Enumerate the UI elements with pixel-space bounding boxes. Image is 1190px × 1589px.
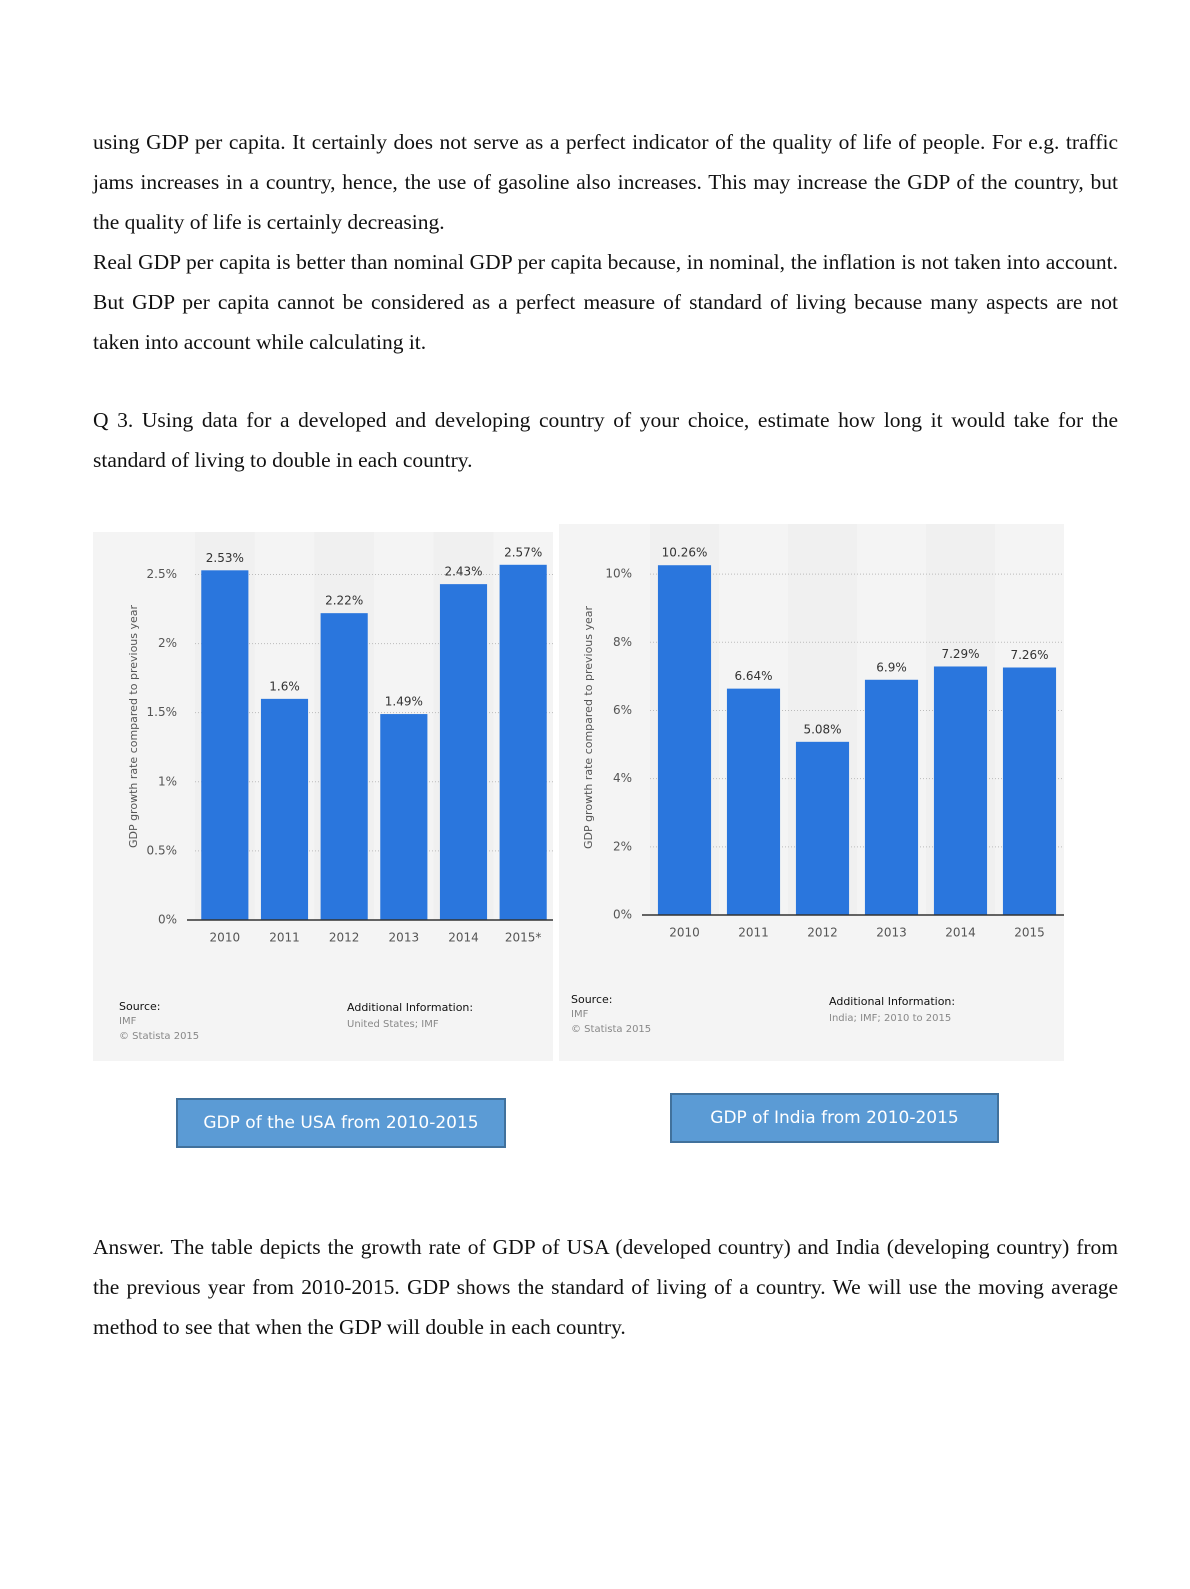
bar: [380, 714, 428, 920]
bar: [933, 666, 988, 915]
value-label: 5.08%: [803, 722, 841, 736]
x-tick-label: 2015*: [505, 931, 542, 945]
chart: 0% 0.5% 1% 1.5% 2% 2.5% GDP growth rate compar…: [93, 532, 553, 1061]
y-tick-label: 1%: [158, 774, 177, 788]
y-tick-label: 2%: [158, 636, 177, 650]
x-tick-label: 2011: [738, 926, 769, 940]
paragraph: using GDP per capita. It certainly does …: [93, 130, 1118, 234]
x-tick-label: 2013: [876, 926, 907, 940]
x-tick-label: 2012: [329, 931, 360, 945]
y-tick-label: 2%: [613, 839, 632, 853]
caption: GDP of India from 2010-2015: [670, 1093, 999, 1143]
value-label: 7.29%: [941, 647, 979, 661]
value-label: 6.64%: [734, 669, 772, 683]
y-tick-label: 0%: [613, 908, 632, 922]
value-label: 2.57%: [504, 545, 542, 559]
chart: 0% 2% 4% 6% 8% 10% GDP growth rate compared to…: [559, 524, 1064, 1061]
copyright: © Statista 2015: [119, 1031, 199, 1042]
y-tick-label: 0%: [158, 913, 177, 927]
paragraph: Real GDP per capita is better than nomin…: [93, 250, 1118, 354]
source-label: Source:: [571, 993, 613, 1006]
value-label: 2.22%: [325, 594, 363, 608]
bar: [1002, 667, 1057, 915]
additional-info-label: Additional Information:: [829, 995, 955, 1008]
y-tick-label: 2.5%: [147, 567, 178, 581]
x-tick-label: 2014: [945, 926, 976, 940]
value-label: 1.49%: [385, 695, 423, 709]
bar: [439, 584, 488, 920]
y-tick-label: 1.5%: [147, 705, 178, 719]
source: IMF: [119, 1016, 137, 1027]
source-label: Source:: [119, 1000, 161, 1013]
copyright: © Statista 2015: [571, 1024, 651, 1035]
additional-info-label: Additional Information:: [347, 1001, 473, 1014]
caption: GDP of the USA from 2010-2015: [176, 1098, 506, 1148]
y-axis-label: GDP growth rate compared to previous yea…: [582, 605, 595, 849]
y-tick-label: 8%: [613, 635, 632, 649]
y-tick-label: 10%: [605, 567, 632, 581]
y-tick-label: 6%: [613, 703, 632, 717]
value-label: 7.26%: [1010, 648, 1048, 662]
additional-info: United States; IMF: [347, 1019, 439, 1030]
value-label: 2.53%: [206, 551, 244, 565]
bar: [795, 741, 850, 915]
x-tick-label: 2010: [210, 931, 241, 945]
additional-info: India; IMF; 2010 to 2015: [829, 1013, 951, 1024]
bar: [657, 565, 712, 915]
x-tick-label: 2011: [269, 931, 300, 945]
value-label: 2.43%: [444, 565, 482, 579]
value-label: 1.6%: [269, 679, 300, 693]
x-tick-label: 2015: [1014, 926, 1045, 940]
bar: [726, 688, 781, 915]
source: IMF: [571, 1009, 589, 1020]
bar: [864, 679, 919, 915]
y-axis-label: GDP growth rate compared to previous yea…: [127, 604, 140, 848]
bar: [320, 613, 368, 920]
bar: [201, 570, 249, 920]
x-tick-label: 2010: [669, 926, 700, 940]
bar: [499, 564, 547, 920]
paragraph: Answer. The table depicts the growth rat…: [93, 1235, 1118, 1339]
y-tick-label: 0.5%: [147, 843, 178, 857]
x-tick-label: 2014: [448, 931, 479, 945]
paragraph: Q 3. Using data for a developed and deve…: [93, 408, 1118, 472]
y-tick-label: 4%: [613, 771, 632, 785]
value-label: 6.9%: [876, 660, 907, 674]
x-tick-label: 2013: [389, 931, 420, 945]
bar: [260, 698, 309, 920]
x-tick-label: 2012: [807, 926, 838, 940]
value-label: 10.26%: [662, 546, 708, 560]
